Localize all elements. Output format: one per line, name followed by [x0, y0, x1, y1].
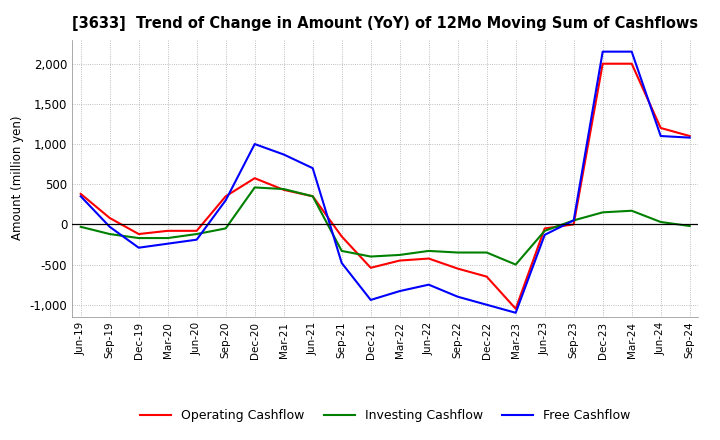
Free Cashflow — [598, 49, 607, 54]
Operating Cashflow — [163, 228, 172, 234]
Investing Cashflow — [454, 250, 462, 255]
Investing Cashflow — [598, 210, 607, 215]
Operating Cashflow — [366, 265, 375, 271]
Free Cashflow — [627, 49, 636, 54]
Investing Cashflow — [105, 231, 114, 237]
Operating Cashflow — [454, 266, 462, 271]
Free Cashflow — [163, 241, 172, 246]
Free Cashflow — [570, 218, 578, 223]
Operating Cashflow — [251, 176, 259, 181]
Operating Cashflow — [657, 125, 665, 131]
Free Cashflow — [338, 260, 346, 266]
Free Cashflow — [395, 289, 404, 294]
Free Cashflow — [135, 245, 143, 250]
Investing Cashflow — [570, 218, 578, 223]
Line: Operating Cashflow: Operating Cashflow — [81, 64, 690, 309]
Line: Free Cashflow: Free Cashflow — [81, 51, 690, 313]
Title: [3633]  Trend of Change in Amount (YoY) of 12Mo Moving Sum of Cashflows: [3633] Trend of Change in Amount (YoY) o… — [72, 16, 698, 32]
Free Cashflow — [511, 310, 520, 315]
Investing Cashflow — [163, 235, 172, 241]
Free Cashflow — [424, 282, 433, 287]
Investing Cashflow — [395, 252, 404, 257]
Investing Cashflow — [76, 224, 85, 229]
Legend: Operating Cashflow, Investing Cashflow, Free Cashflow: Operating Cashflow, Investing Cashflow, … — [135, 404, 635, 427]
Investing Cashflow — [366, 254, 375, 259]
Free Cashflow — [657, 133, 665, 139]
Operating Cashflow — [308, 194, 317, 199]
Operating Cashflow — [685, 133, 694, 139]
Operating Cashflow — [221, 194, 230, 199]
Investing Cashflow — [279, 187, 288, 192]
Free Cashflow — [454, 294, 462, 299]
Free Cashflow — [279, 152, 288, 157]
Y-axis label: Amount (million yen): Amount (million yen) — [11, 116, 24, 240]
Investing Cashflow — [424, 248, 433, 253]
Investing Cashflow — [657, 220, 665, 225]
Operating Cashflow — [76, 191, 85, 197]
Investing Cashflow — [685, 224, 694, 229]
Investing Cashflow — [338, 248, 346, 253]
Investing Cashflow — [511, 262, 520, 267]
Free Cashflow — [251, 141, 259, 147]
Free Cashflow — [105, 224, 114, 229]
Investing Cashflow — [308, 194, 317, 199]
Free Cashflow — [541, 232, 549, 238]
Free Cashflow — [221, 198, 230, 203]
Operating Cashflow — [105, 215, 114, 220]
Operating Cashflow — [627, 61, 636, 66]
Operating Cashflow — [395, 258, 404, 263]
Operating Cashflow — [482, 274, 491, 279]
Operating Cashflow — [541, 226, 549, 231]
Operating Cashflow — [279, 187, 288, 192]
Investing Cashflow — [135, 235, 143, 241]
Investing Cashflow — [192, 231, 201, 237]
Free Cashflow — [76, 194, 85, 199]
Operating Cashflow — [570, 222, 578, 227]
Operating Cashflow — [511, 306, 520, 312]
Free Cashflow — [482, 302, 491, 308]
Line: Investing Cashflow: Investing Cashflow — [81, 187, 690, 264]
Free Cashflow — [685, 135, 694, 140]
Operating Cashflow — [424, 256, 433, 261]
Free Cashflow — [308, 165, 317, 171]
Investing Cashflow — [627, 208, 636, 213]
Investing Cashflow — [221, 226, 230, 231]
Investing Cashflow — [251, 185, 259, 190]
Operating Cashflow — [598, 61, 607, 66]
Investing Cashflow — [541, 228, 549, 234]
Free Cashflow — [366, 297, 375, 303]
Investing Cashflow — [482, 250, 491, 255]
Operating Cashflow — [338, 234, 346, 239]
Operating Cashflow — [192, 228, 201, 234]
Free Cashflow — [192, 237, 201, 242]
Operating Cashflow — [135, 231, 143, 237]
